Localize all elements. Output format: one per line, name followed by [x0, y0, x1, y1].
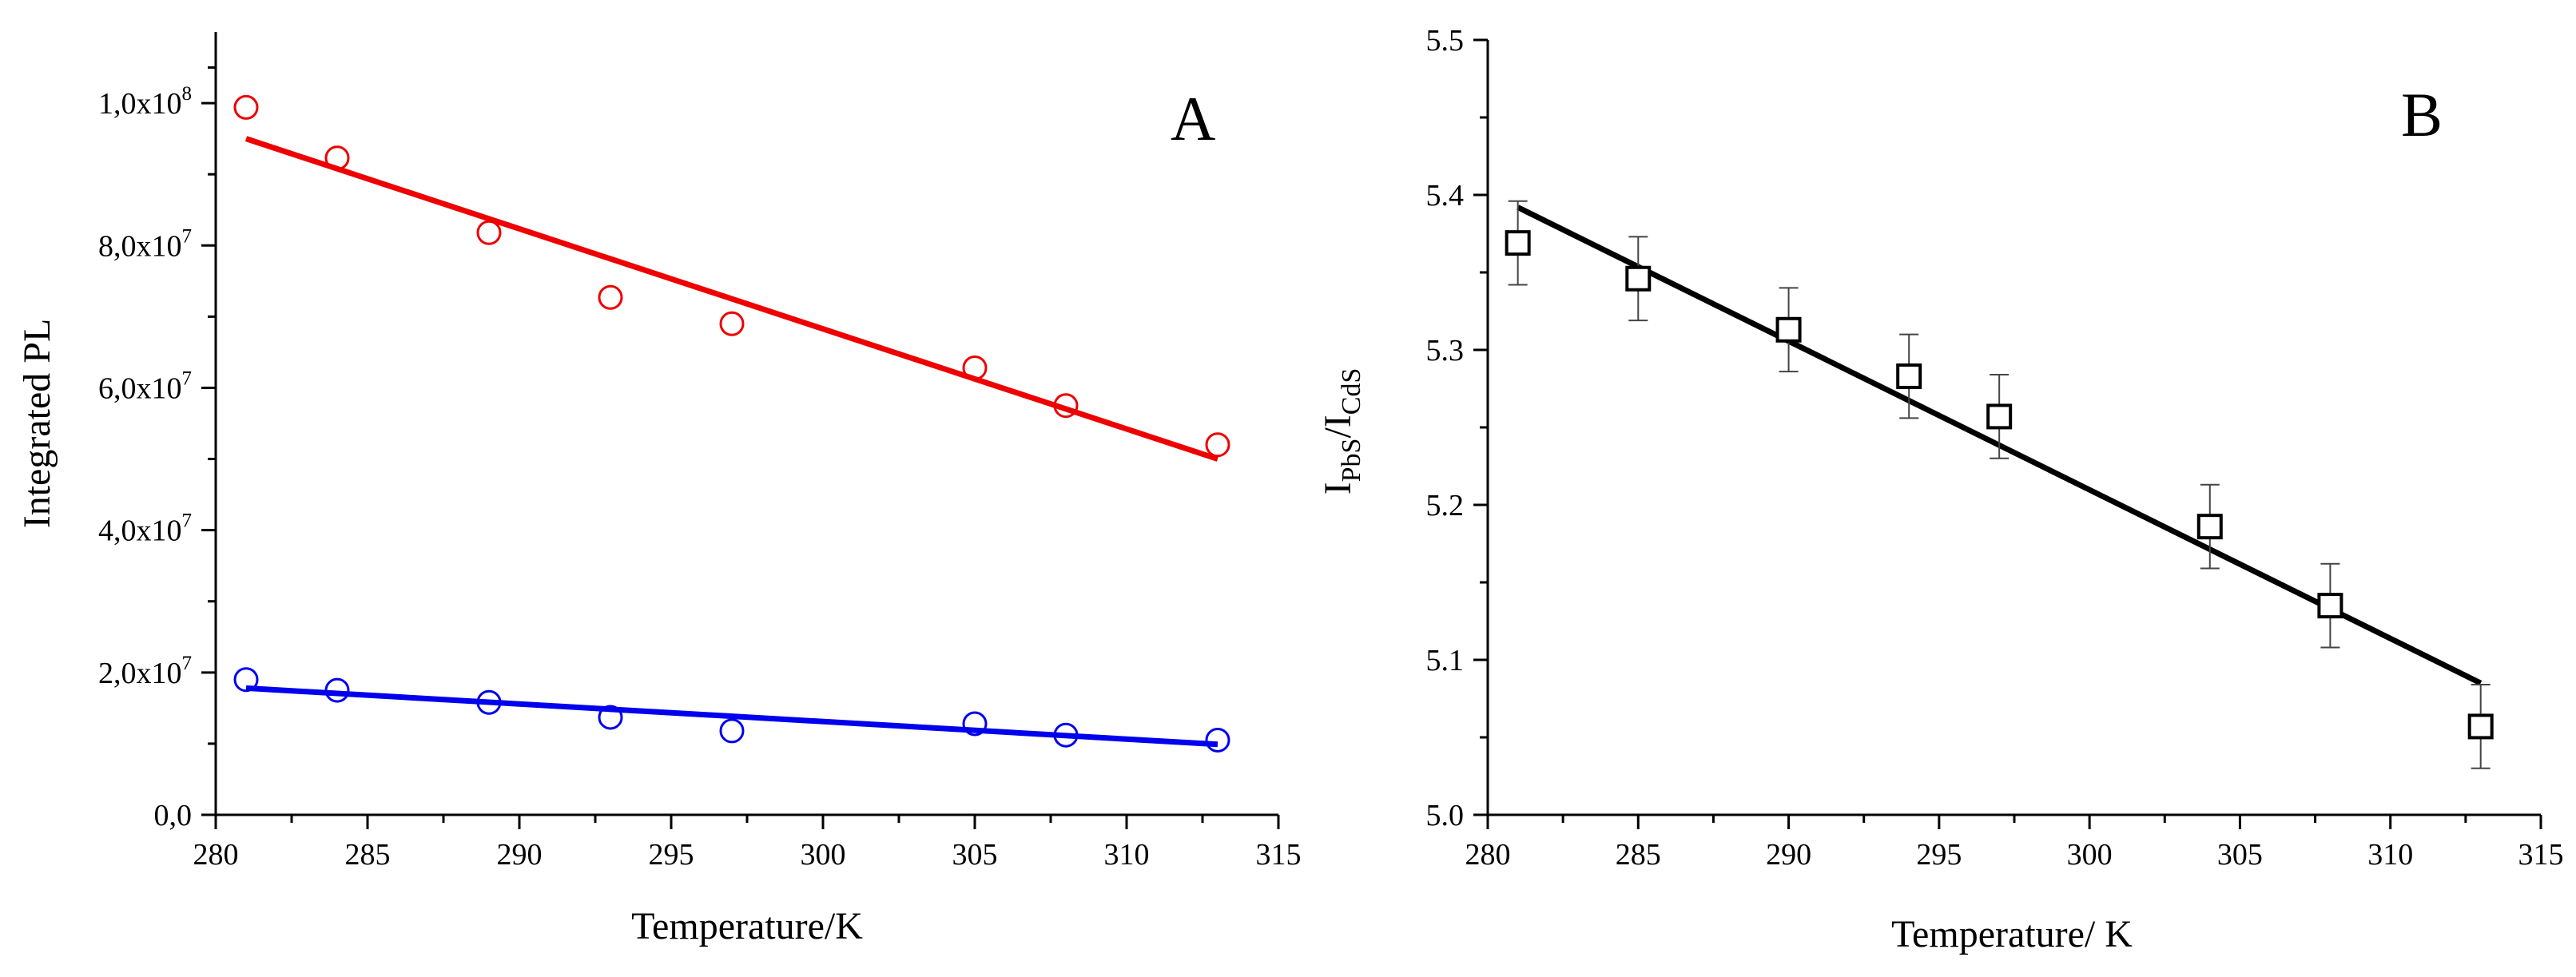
- panel-b-axes: [1486, 40, 2541, 816]
- panel-a-data-point: [962, 711, 988, 737]
- y-tick-mantissa: 4,0x10: [98, 514, 182, 548]
- panel-a-y-tick-label: 6,0x107: [98, 367, 192, 405]
- panel-a-y-tick-label: 8,0x107: [98, 225, 192, 263]
- panel-a-data-layer: [233, 94, 1230, 753]
- panel-a-data-point: [598, 705, 623, 730]
- panel-a-data-point: [719, 311, 745, 336]
- panel-a-data-point: [1205, 727, 1230, 753]
- panel-a-data-point: [719, 718, 745, 744]
- panel-a-y-title: Integrated PL: [16, 319, 58, 529]
- panel-b-letter: B: [2401, 80, 2443, 149]
- panel-b-y-tick-label: 5.0: [1426, 799, 1465, 832]
- y-tick-mantissa: 0,0: [154, 799, 193, 832]
- panel-a-y-tick-label: 1,0x108: [98, 83, 192, 121]
- panel-b-x-tick-label: 310: [2367, 838, 2413, 872]
- panel-b-x-tick-label: 300: [2067, 838, 2113, 872]
- y-title-i-2: I: [1317, 415, 1359, 427]
- y-tick-exponent: 7: [182, 225, 193, 247]
- panel-b-data-layer: [1505, 200, 2494, 769]
- panel-b-data-point: [2317, 593, 2343, 619]
- panel-b-data-point: [1896, 363, 1922, 389]
- panel-a-data-point: [598, 284, 623, 310]
- panel-b-data-point: [1986, 403, 2013, 430]
- panel-a-x-tick-label: 305: [952, 838, 998, 872]
- panel-b-x-ticks: 280 285 290 295 300 305 310 315: [1465, 815, 2564, 872]
- panel-b-data-point: [1505, 230, 1531, 256]
- panel-a-data-point: [324, 677, 350, 703]
- panel-a-data-point: [1053, 722, 1079, 748]
- panel-a-letter: A: [1171, 84, 1215, 153]
- panel-a-y-tick-label: 4,0x107: [98, 510, 192, 548]
- panel-a-x-tick-label: 290: [497, 838, 543, 872]
- panel-b-x-tick-label: 285: [1616, 838, 1661, 872]
- y-tick-exponent: 7: [182, 653, 193, 674]
- panel-a-data-point: [233, 94, 259, 120]
- panel-b-x-title: Temperature/ K: [1891, 913, 2133, 955]
- y-tick-mantissa: 6,0x10: [98, 371, 182, 405]
- panel-b-x-tick-label: 280: [1465, 838, 1511, 872]
- panel-a-x-ticks: 280 285 290 295 300 305 310 315: [193, 815, 1302, 872]
- y-tick-mantissa: 8,0x10: [98, 229, 182, 263]
- y-tick-exponent: 8: [182, 83, 193, 105]
- panel-b-y-tick-label: 5.2: [1426, 489, 1465, 522]
- panel-b-x-tick-label: 315: [2518, 838, 2564, 872]
- panel-a-x-tick-label: 295: [649, 838, 694, 872]
- y-tick-exponent: 7: [182, 367, 193, 389]
- panel-b: 280 285 290 295 300 305 310 315 5.0 5.1 5.2 5.3 5.4…: [1317, 24, 2564, 955]
- panel-a-x-tick-label: 315: [1256, 838, 1302, 872]
- panel-b-x-tick-label: 290: [1766, 838, 1811, 872]
- y-title-i-1: I: [1317, 482, 1359, 494]
- panel-a-x-tick-label: 280: [193, 838, 239, 872]
- panel-b-data-point: [2467, 713, 2494, 740]
- panel-a-data-point: [1205, 432, 1230, 458]
- panel-b-y-tick-label: 5.3: [1426, 334, 1465, 367]
- panel-a-data-point: [962, 355, 988, 381]
- y-tick-mantissa: 2,0x10: [98, 657, 182, 690]
- panel-a-x-title: Temperature/K: [631, 905, 863, 947]
- panel-b-data-point: [2196, 514, 2223, 540]
- panel-a-data-point: [476, 220, 502, 245]
- panel-b-x-tick-label: 305: [2217, 838, 2263, 872]
- y-title-sub-cds: CdS: [1337, 368, 1366, 415]
- y-title-slash: /: [1317, 427, 1359, 439]
- panel-a: 280 285 290 295 300 305 310 315 0,02,0x1074,0x1…: [16, 32, 1302, 947]
- y-tick-mantissa: 1,0x10: [98, 87, 182, 121]
- panel-b-y-ticks: 5.0 5.1 5.2 5.3 5.4 5.5: [1426, 24, 1488, 832]
- panel-b-data-point: [1625, 265, 1652, 292]
- y-tick-exponent: 7: [182, 510, 193, 532]
- panel-a-y-tick-label: 0,0: [154, 799, 193, 832]
- panel-b-y-tick-label: 5.5: [1426, 24, 1465, 58]
- panel-a-data-point: [233, 667, 259, 693]
- panel-a-y-tick-label: 2,0x107: [98, 653, 192, 690]
- panel-b-data-point: [1775, 316, 1802, 343]
- panel-a-x-tick-label: 300: [801, 838, 846, 872]
- panel-a-x-tick-label: 310: [1104, 838, 1150, 872]
- panel-b-y-tick-label: 5.4: [1426, 179, 1465, 212]
- panel-b-y-title: IPbS/ICdS: [1317, 368, 1366, 495]
- panel-a-data-point: [324, 145, 350, 171]
- panel-a-data-point: [1053, 393, 1079, 419]
- panel-b-y-tick-label: 5.1: [1426, 644, 1465, 677]
- y-title-sub-pbs: PbS: [1337, 439, 1366, 483]
- panel-a-data-point: [476, 689, 502, 715]
- panel-b-x-tick-label: 295: [1916, 838, 1962, 872]
- panel-a-x-tick-label: 285: [345, 838, 391, 872]
